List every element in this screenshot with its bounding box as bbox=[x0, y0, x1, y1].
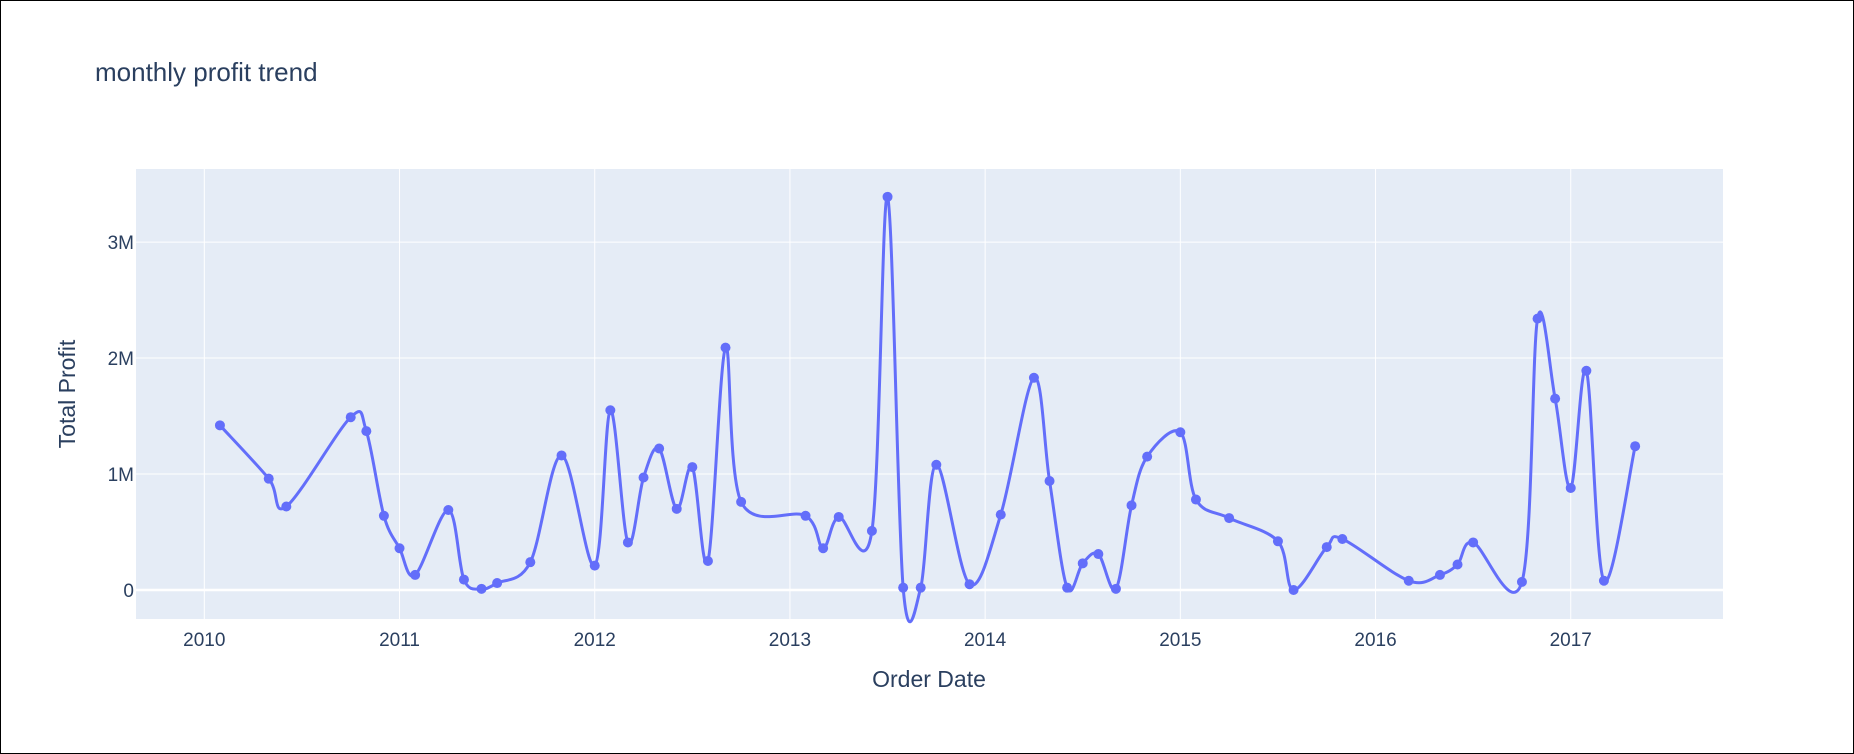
data-point[interactable] bbox=[915, 582, 926, 593]
data-point[interactable] bbox=[589, 560, 600, 571]
x-tick-label: 2015 bbox=[1159, 630, 1201, 651]
data-point[interactable] bbox=[525, 557, 536, 568]
data-point[interactable] bbox=[702, 556, 713, 567]
data-point[interactable] bbox=[1224, 513, 1235, 524]
data-point[interactable] bbox=[1565, 482, 1576, 493]
y-axis-title: Total Profit bbox=[54, 339, 80, 448]
data-point[interactable] bbox=[1468, 537, 1479, 548]
y-tick-label: 1M bbox=[108, 465, 134, 486]
plot-area[interactable] bbox=[136, 169, 1723, 619]
x-tick-label: 2013 bbox=[769, 630, 811, 651]
data-point[interactable] bbox=[622, 537, 633, 548]
data-point[interactable] bbox=[1272, 536, 1283, 547]
y-gridlines bbox=[136, 241, 1723, 592]
data-point[interactable] bbox=[1190, 494, 1201, 505]
data-point[interactable] bbox=[1142, 451, 1153, 462]
data-point[interactable] bbox=[671, 503, 682, 514]
data-point[interactable] bbox=[1403, 575, 1414, 586]
data-point[interactable] bbox=[361, 426, 372, 437]
data-point[interactable] bbox=[654, 443, 665, 454]
data-point[interactable] bbox=[1630, 441, 1641, 452]
data-point[interactable] bbox=[1581, 365, 1592, 376]
data-point[interactable] bbox=[833, 511, 844, 522]
series-layer bbox=[214, 191, 1641, 624]
data-point[interactable] bbox=[898, 582, 909, 593]
x-axis-title: Order Date bbox=[872, 666, 986, 692]
data-point[interactable] bbox=[1321, 542, 1332, 553]
data-point[interactable] bbox=[443, 504, 454, 515]
data-point[interactable] bbox=[1077, 558, 1088, 569]
data-point[interactable] bbox=[214, 420, 225, 431]
data-point[interactable] bbox=[1598, 575, 1609, 586]
x-gridlines bbox=[203, 169, 1572, 619]
data-point[interactable] bbox=[866, 525, 877, 536]
data-point[interactable] bbox=[995, 509, 1006, 520]
data-point[interactable] bbox=[1516, 576, 1527, 587]
data-point[interactable] bbox=[720, 342, 731, 353]
y-axis-tick-labels: 0 1M 2M 3M bbox=[108, 233, 134, 602]
data-point[interactable] bbox=[1288, 585, 1299, 596]
data-point[interactable] bbox=[1434, 569, 1445, 580]
data-point[interactable] bbox=[1175, 427, 1186, 438]
data-point[interactable] bbox=[476, 583, 487, 594]
data-point[interactable] bbox=[263, 473, 274, 484]
data-point[interactable] bbox=[638, 472, 649, 483]
y-tick-label: 3M bbox=[108, 233, 134, 254]
data-point[interactable] bbox=[394, 543, 405, 554]
data-point[interactable] bbox=[1550, 393, 1561, 404]
data-point[interactable] bbox=[378, 510, 389, 521]
data-point[interactable] bbox=[556, 450, 567, 461]
x-tick-label: 2016 bbox=[1354, 630, 1396, 651]
chart-title: monthly profit trend bbox=[95, 57, 318, 87]
data-point[interactable] bbox=[964, 579, 975, 590]
data-point[interactable] bbox=[1452, 559, 1463, 570]
x-tick-label: 2017 bbox=[1550, 630, 1592, 651]
data-point[interactable] bbox=[345, 412, 356, 423]
y-tick-label: 0 bbox=[123, 581, 134, 602]
data-point[interactable] bbox=[687, 462, 698, 473]
data-point[interactable] bbox=[818, 543, 829, 554]
x-axis-tick-labels: 2010 2011 2012 2013 2014 2015 2016 2017 bbox=[183, 630, 1592, 651]
data-point[interactable] bbox=[281, 501, 292, 512]
y-tick-label: 2M bbox=[108, 349, 134, 370]
data-point[interactable] bbox=[800, 510, 811, 521]
x-tick-label: 2012 bbox=[574, 630, 616, 651]
x-tick-label: 2011 bbox=[379, 630, 420, 651]
data-point[interactable] bbox=[410, 569, 421, 580]
data-point[interactable] bbox=[458, 574, 469, 585]
data-point[interactable] bbox=[605, 405, 616, 416]
data-point[interactable] bbox=[1337, 533, 1348, 544]
data-point[interactable] bbox=[1093, 549, 1104, 560]
data-point[interactable] bbox=[1028, 372, 1039, 383]
data-point[interactable] bbox=[882, 191, 893, 202]
data-point[interactable] bbox=[1532, 313, 1543, 324]
data-point[interactable] bbox=[1062, 582, 1073, 593]
data-point[interactable] bbox=[931, 459, 942, 470]
data-point[interactable] bbox=[492, 578, 503, 589]
x-tick-label: 2010 bbox=[183, 630, 225, 651]
data-point[interactable] bbox=[1110, 583, 1121, 594]
data-point[interactable] bbox=[1044, 475, 1055, 486]
data-point[interactable] bbox=[736, 496, 747, 507]
data-point[interactable] bbox=[1126, 500, 1137, 511]
x-tick-label: 2014 bbox=[964, 630, 1007, 651]
